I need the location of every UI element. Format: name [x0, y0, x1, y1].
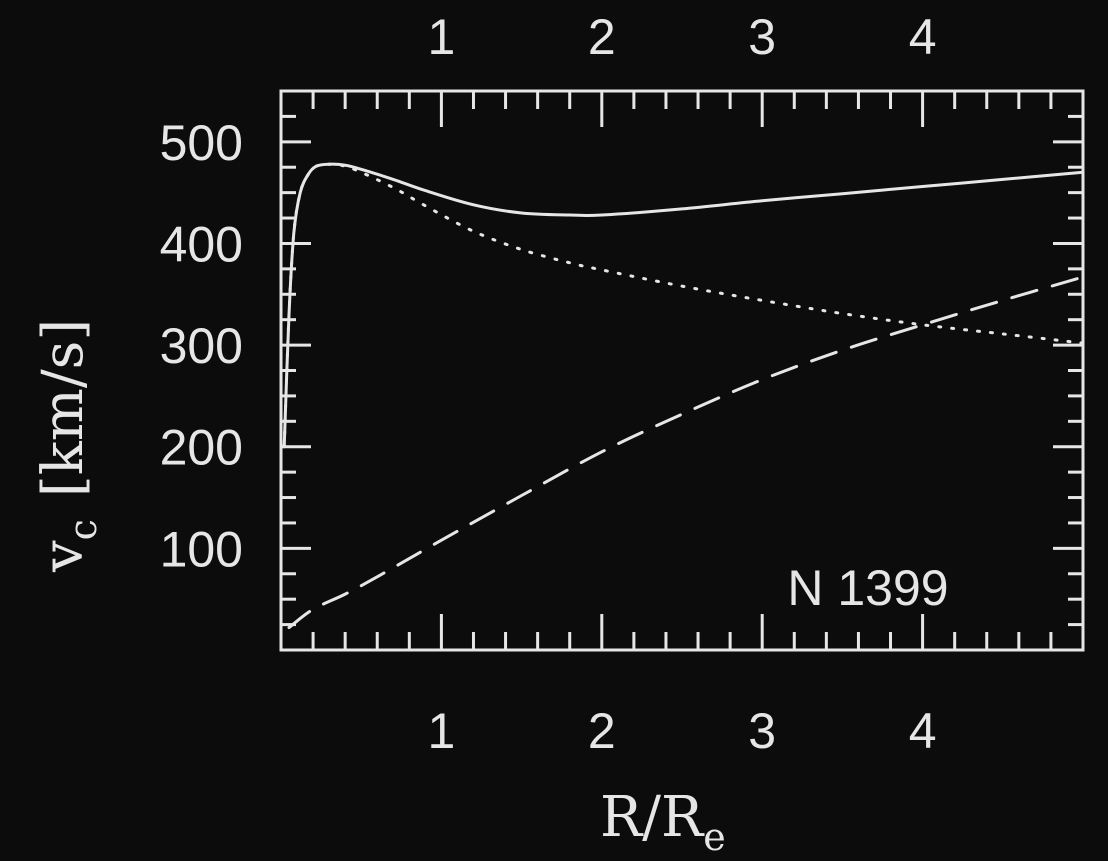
y-tick-label: 100: [160, 521, 243, 577]
x-tick-label-top: 2: [588, 9, 616, 65]
series-solid-line: [282, 162, 1085, 449]
plot-frame: [279, 89, 1085, 652]
x-axis-title: R/Re: [600, 785, 726, 859]
y-tick-label: 400: [160, 216, 243, 272]
series-dashed-line: [287, 275, 1085, 630]
y-tick-label: 500: [160, 115, 243, 171]
tick-labels: 1 1 2 2 3 3 4 4 100 200 300 400 500: [160, 9, 937, 759]
y-tick-label: 200: [160, 420, 243, 476]
series-lines: [282, 162, 1085, 630]
y-axis-title-main: v: [31, 540, 96, 573]
chart-annotation: N 1399: [787, 560, 948, 616]
x-tick-label-bottom: 2: [588, 703, 616, 759]
y-axis-title-units: [km/s]: [31, 319, 96, 497]
tick-marks: [281, 91, 1083, 650]
y-tick-label: 300: [160, 318, 243, 374]
x-tick-label-bottom: 4: [909, 703, 937, 759]
x-axis-title-subscript: e: [703, 815, 726, 859]
x-tick-label-bottom: 1: [427, 703, 455, 759]
y-axis-title-subscript: c: [61, 519, 105, 540]
x-tick-label-top: 4: [909, 9, 937, 65]
x-tick-label-top: 3: [748, 9, 776, 65]
x-axis-title-main: R/R: [600, 785, 705, 850]
y-axis-title: vc [km/s]: [31, 319, 105, 573]
x-tick-label-bottom: 3: [748, 703, 776, 759]
x-tick-label-top: 1: [427, 9, 455, 65]
